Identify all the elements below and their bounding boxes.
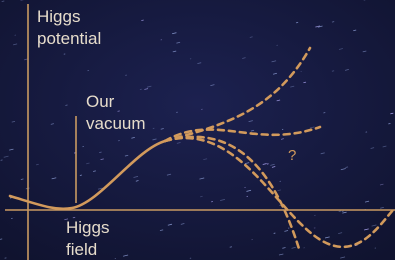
page: Higgs potential Our vacuum ? Higgs field… [0,0,395,260]
star [339,211,341,212]
diagram: Higgs potential Our vacuum ? Higgs field [0,0,395,260]
question-mark: ? [288,147,296,164]
label-line: potential [37,29,101,48]
star [388,123,390,124]
star [332,22,334,23]
star [0,239,2,240]
star [296,22,298,23]
label-line: Higgs [37,7,80,26]
label-line: Higgs [66,218,109,237]
label-line: vacuum [86,114,146,133]
label-line: field [66,240,97,259]
star [332,71,334,72]
star [230,247,232,248]
star [65,105,67,106]
label-line: Our [86,92,115,111]
